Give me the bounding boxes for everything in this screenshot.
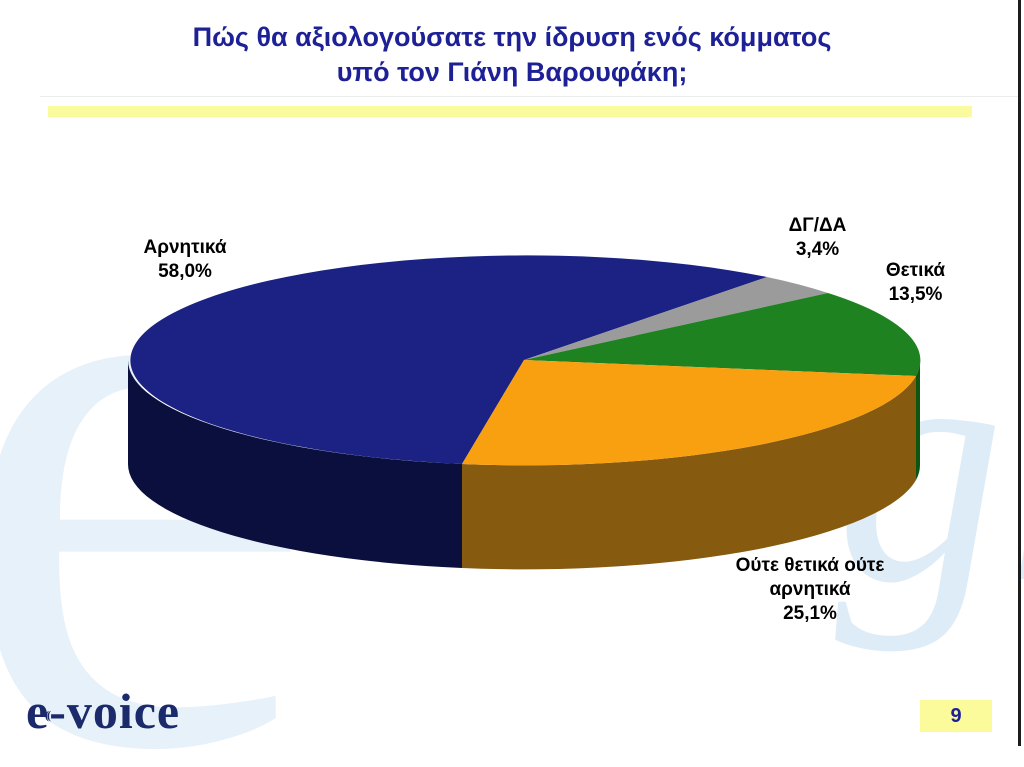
label-positive-name: Θετικά [885,260,946,281]
slide-right-border [1018,0,1021,746]
label-dkda: ΔΓ/ΔΑ 3,4% [755,214,880,262]
pie-side-neutral [462,376,916,570]
page-number-box: 9 [920,700,992,732]
label-positive: Θετικά 13,5% [853,259,978,307]
label-negative-value: 58,0% [158,261,212,282]
label-neutral: Ούτε θετικά ούτε αρνητικά 25,1% [700,554,920,626]
label-dkda-name: ΔΓ/ΔΑ [788,215,847,236]
pie-slice-negative [130,255,768,464]
slide-title: Πώς θα αξιολογούσατε την ίδρυση ενός κόμ… [0,20,1024,90]
page-number: 9 [950,704,962,727]
label-negative-name: Αρνητικά [143,237,227,258]
pie-slice-dkda [524,277,828,360]
pie-slice-positive [524,293,921,376]
header-hairline [40,96,1018,97]
pie-slice-neutral [462,360,916,466]
pie-side-negative [127,360,462,568]
label-negative: Αρνητικά 58,0% [100,236,270,284]
label-neutral-name-line1: Ούτε θετικά ούτε [735,555,885,576]
evoice-logo: e-voice (( [26,682,180,740]
header-divider-bar [48,106,972,117]
label-dkda-value: 3,4% [795,239,840,260]
label-neutral-value: 25,1% [783,603,837,624]
label-neutral-name-line2: αρνητικά [769,579,851,600]
pie-side-positive [916,360,921,480]
evoice-logo-text: e-voice [26,683,181,739]
slide-title-line2: υπό τον Γιάνη Βαρουφάκη; [336,57,688,87]
soundwave-icon: (( [45,708,51,722]
label-positive-value: 13,5% [888,284,943,305]
slide-title-line1: Πώς θα αξιολογούσατε την ίδρυση ενός κόμ… [192,22,832,52]
